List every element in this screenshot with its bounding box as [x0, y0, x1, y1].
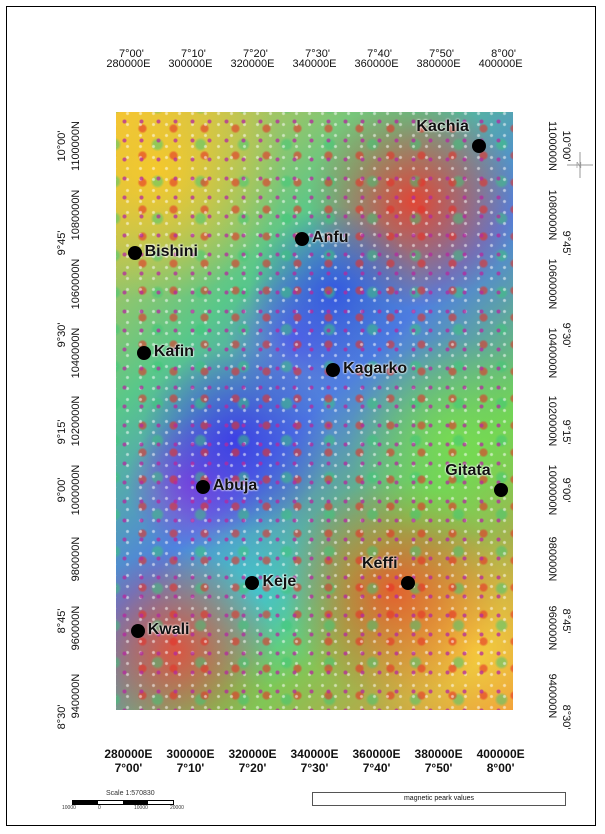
left-latitude-label: 10°00' [56, 130, 68, 162]
top-longitude-label: 7°40' [367, 48, 392, 60]
top-easting-label: 380000E [416, 58, 461, 70]
left-northing-label: 1020000N [70, 395, 82, 447]
top-easting-label: 360000E [354, 58, 399, 70]
bottom-easting-label: 400000E [476, 747, 525, 761]
right-latitude-label: 9°15' [560, 419, 572, 445]
scale-tick-label: 10000 [134, 805, 148, 811]
right-northing-label: 1060000N [546, 258, 558, 310]
top-easting-label: 340000E [292, 58, 337, 70]
town-label: Kagarko [343, 359, 408, 377]
magnetic-anomaly-map [116, 112, 513, 710]
left-northing-label: 1000000N [70, 464, 82, 516]
bottom-longitude-label: 7°10' [176, 761, 205, 775]
town-label: Keje [262, 572, 297, 590]
town-marker-icon [295, 232, 310, 247]
left-northing-label: 980000N [70, 536, 82, 582]
town-label: Gitata [445, 462, 491, 480]
left-latitude-label: 9°30' [56, 322, 68, 348]
left-northing-label: 960000N [70, 605, 82, 650]
town-marker-icon [127, 245, 142, 260]
left-northing-label: 940000N [70, 673, 82, 719]
top-easting-label: 400000E [478, 58, 523, 70]
right-latitude-label: 8°30' [560, 704, 572, 730]
scale-bar-graphic [72, 800, 174, 805]
top-longitude-label: 7°10' [181, 48, 206, 60]
town-marker-icon [471, 139, 486, 154]
right-northing-label: 960000N [546, 605, 558, 650]
right-latitude-label: 9°30' [560, 322, 572, 348]
svg-text:N: N [576, 161, 582, 170]
scale-title: Scale 1:570830 [106, 790, 155, 797]
scale-tick-label: 10000 [62, 805, 76, 811]
top-longitude-label: 8°00' [491, 48, 517, 60]
left-latitude-label: 9°45' [56, 230, 68, 256]
bottom-easting-label: 340000E [290, 747, 339, 761]
scale-tick-label: 20000 [170, 805, 184, 811]
bottom-longitude-label: 7°30' [300, 761, 329, 775]
right-northing-label: 1000000N [546, 464, 558, 516]
left-latitude-label: 8°45' [56, 608, 68, 634]
left-latitude-label: 9°00' [56, 477, 68, 503]
town-label: Anfu [312, 229, 349, 247]
town-marker-icon [326, 362, 341, 377]
left-latitude-label: 9°15' [56, 419, 68, 445]
town-marker-icon [195, 479, 210, 494]
right-northing-label: 1100000N [546, 121, 558, 172]
bottom-longitude-label: 8°00' [486, 761, 515, 775]
top-easting-label: 300000E [168, 58, 213, 70]
bottom-easting-label: 300000E [166, 747, 215, 761]
top-easting-label: 280000E [106, 58, 151, 70]
town-marker-icon [130, 623, 145, 638]
town-label: Bishini [144, 242, 198, 260]
bottom-longitude-label: 7°40' [362, 761, 391, 775]
town-marker-icon [493, 483, 508, 498]
right-latitude-label: 9°00' [560, 477, 572, 503]
town-label: Abuja [212, 476, 258, 494]
town-label: Kafin [153, 342, 194, 360]
top-longitude-label: 7°50' [429, 48, 454, 60]
top-longitude-label: 7°20' [243, 48, 268, 60]
town-label: Kachia [416, 118, 469, 136]
left-northing-label: 1080000N [70, 189, 82, 241]
right-northing-label: 940000N [546, 673, 558, 719]
town-marker-icon [400, 575, 415, 590]
legend-label: magnetic peark values [312, 792, 566, 806]
right-northing-label: 1020000N [546, 395, 558, 447]
right-latitude-label: 9°45' [560, 230, 572, 256]
left-northing-label: 1060000N [70, 258, 82, 310]
right-northing-label: 1080000N [546, 189, 558, 241]
bottom-longitude-label: 7°00' [114, 761, 143, 775]
bottom-easting-label: 320000E [228, 747, 277, 761]
town-label: Kwali [147, 620, 190, 638]
scale-tick-label: 0 [98, 805, 101, 811]
left-northing-label: 1040000N [70, 327, 82, 378]
bottom-longitude-label: 7°20' [238, 761, 267, 775]
top-easting-label: 320000E [230, 58, 275, 70]
town-marker-icon [245, 575, 260, 590]
right-latitude-label: 8°45' [560, 608, 572, 634]
town-label: Keffi [361, 554, 398, 572]
north-arrow-icon: N [567, 152, 593, 178]
bottom-longitude-label: 7°50' [424, 761, 453, 775]
top-longitude-label: 7°00' [118, 48, 144, 60]
scale-bar: Scale 1:570830 10000 0 10000 20000 [62, 790, 202, 824]
left-northing-label: 1100000N [70, 121, 82, 172]
bottom-easting-label: 280000E [104, 747, 153, 761]
magnetic-peaks-pattern [116, 112, 513, 710]
bottom-easting-label: 380000E [414, 747, 463, 761]
right-northing-label: 980000N [546, 536, 558, 582]
town-marker-icon [136, 345, 151, 360]
top-longitude-label: 7°30' [305, 48, 330, 60]
bottom-easting-label: 360000E [352, 747, 401, 761]
right-northing-label: 1040000N [546, 327, 558, 378]
left-latitude-label: 8°30' [56, 704, 68, 730]
